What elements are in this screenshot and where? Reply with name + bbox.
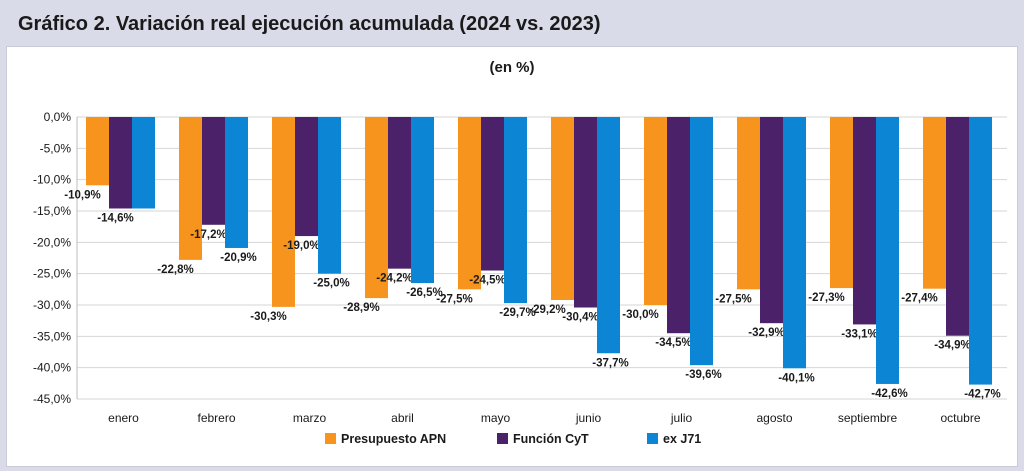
data-label: -40,1% [778,372,814,384]
bar [760,117,783,324]
x-tick-label: agosto [756,411,792,425]
y-tick-label: 0,0% [44,110,72,124]
bar [411,117,434,284]
data-label: -37,7% [592,357,628,369]
data-label: -27,3% [808,292,844,304]
y-tick-label: -30,0% [33,298,71,312]
x-tick-label: julio [670,411,693,425]
bar [318,117,341,274]
x-tick-label: septiembre [838,411,898,425]
legend-swatch [497,433,508,444]
data-label: -14,6% [97,212,133,224]
data-label: -42,6% [871,388,907,400]
y-tick-label: -20,0% [33,235,71,249]
bar [876,117,899,384]
data-label: -24,2% [376,273,412,285]
data-label: -10,9% [64,189,100,201]
bar [853,117,876,325]
y-tick-label: -25,0% [33,267,71,281]
legend-label: Función CyT [513,432,589,446]
data-label: -27,5% [715,293,751,305]
y-tick-label: -5,0% [40,141,72,155]
bar [132,117,155,209]
x-tick-label: octubre [940,411,980,425]
bar [504,117,527,304]
bar [923,117,946,289]
bar [481,117,504,271]
bar [783,117,806,369]
data-label: -17,2% [190,229,226,241]
data-label: -29,2% [529,304,565,316]
bar [295,117,318,237]
legend-label: ex J71 [663,432,701,446]
data-label: -30,3% [250,311,286,323]
bar [86,117,109,186]
bar [597,117,620,354]
data-label: -42,7% [964,389,1000,401]
x-tick-label: mayo [481,411,511,425]
x-tick-label: junio [575,411,602,425]
bar [388,117,411,269]
figure-title: Gráfico 2. Variación real ejecución acum… [18,13,601,35]
x-tick-label: enero [108,411,139,425]
bar [946,117,969,336]
bar [272,117,295,307]
bar [458,117,481,290]
bar-chart: 0,0% -5,0% -10,0% -15,0% -20,0% -25,0% -30,0% -… [33,110,1007,446]
data-label: -39,6% [685,369,721,381]
data-label: -27,4% [901,293,937,305]
data-label: -26,5% [406,287,442,299]
legend-swatch [647,433,658,444]
bar [667,117,690,334]
data-label: -30,0% [622,309,658,321]
data-label: -24,5% [469,275,505,287]
bar [644,117,667,305]
legend-swatch [325,433,336,444]
bar [690,117,713,366]
data-label: -32,9% [748,327,784,339]
legend-label: Presupuesto APN [341,432,446,446]
data-label: -34,9% [934,340,970,352]
bar [225,117,248,248]
x-tick-label: marzo [293,411,327,425]
bar [830,117,853,289]
data-label: -25,0% [313,278,349,290]
bar [737,117,760,290]
bar [202,117,225,225]
bar [109,117,132,209]
chart-panel: (en %) 0,0% -5,0% -10,0% -15,0% -20,0% -25,0%… [6,46,1018,467]
data-label: -22,8% [157,264,193,276]
data-label: -29,7% [499,307,535,319]
x-tick-label: febrero [197,411,235,425]
data-label: -28,9% [343,302,379,314]
chart-subtitle: (en %) [489,59,535,76]
bar [574,117,597,308]
data-label: -19,0% [283,240,319,252]
data-label: -27,5% [436,293,472,305]
data-label: -33,1% [841,328,877,340]
x-tick-label: abril [391,411,414,425]
y-tick-label: -35,0% [33,329,71,343]
y-tick-label: -45,0% [33,392,71,406]
y-tick-label: -40,0% [33,361,71,375]
bar [969,117,992,385]
bar [551,117,574,300]
data-label: -30,4% [562,312,598,324]
data-label: -34,5% [655,337,691,349]
figure-header: Gráfico 2. Variación real ejecución acum… [4,4,1018,44]
data-label: -20,9% [220,252,256,264]
y-tick-label: -15,0% [33,204,71,218]
bar [365,117,388,299]
bar [179,117,202,260]
y-tick-label: -10,0% [33,173,71,187]
